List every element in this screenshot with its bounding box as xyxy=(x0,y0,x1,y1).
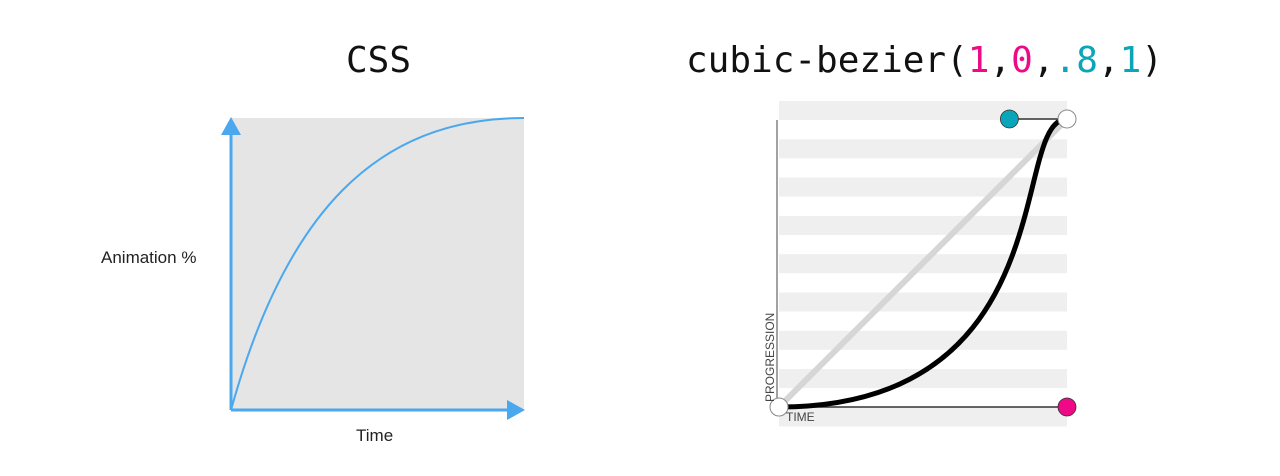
css-title: CSS xyxy=(346,40,412,81)
title-part: ) xyxy=(1141,40,1163,81)
bezier-curve xyxy=(778,116,1068,410)
stripe xyxy=(779,407,1067,427)
x-axis-arrow-icon xyxy=(507,400,525,420)
title-part: 1 xyxy=(967,40,990,81)
stripe xyxy=(779,369,1067,389)
animation-percent-label: Animation % xyxy=(101,248,197,267)
stripe xyxy=(779,330,1067,350)
control-point-1[interactable] xyxy=(1057,397,1077,417)
ease-out-curve xyxy=(230,117,525,411)
title-part: , xyxy=(989,40,1012,81)
left-plot-area xyxy=(231,118,524,410)
cubic-bezier-title: cubic-bezier(1,0,.8,1) xyxy=(686,40,1163,81)
stripe xyxy=(779,139,1067,159)
title-part: .8 xyxy=(1054,40,1098,81)
time-label: TIME xyxy=(786,410,815,424)
control-point-2[interactable] xyxy=(1000,109,1019,129)
stripe xyxy=(779,177,1067,197)
title-part: 0 xyxy=(1011,40,1033,81)
y-axis-arrow-icon xyxy=(221,117,241,135)
start-point xyxy=(769,397,789,417)
stripe xyxy=(779,292,1067,312)
stripe xyxy=(779,215,1067,235)
end-point xyxy=(1057,109,1077,129)
linear-reference-line xyxy=(776,116,1070,410)
title-part: , xyxy=(1097,40,1120,81)
progression-label: PROGRESSION xyxy=(763,313,777,402)
title-part: , xyxy=(1032,40,1055,81)
time-axis-label: Time xyxy=(356,426,394,445)
title-part: cubic-bezier( xyxy=(686,40,968,81)
stripe xyxy=(779,101,1067,120)
title-part: 1 xyxy=(1119,40,1142,81)
